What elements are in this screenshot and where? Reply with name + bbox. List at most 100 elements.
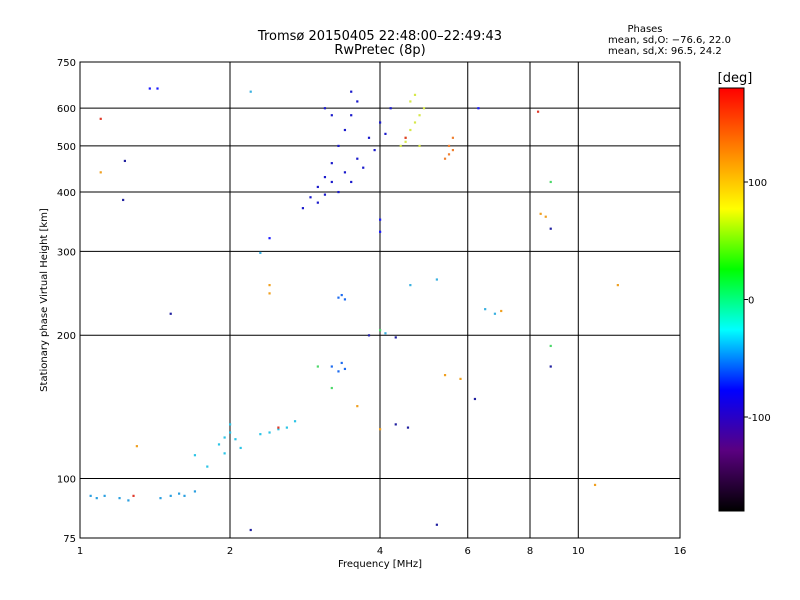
data-point [500, 309, 503, 313]
y-tick-label: 300 [57, 247, 76, 258]
data-point [367, 334, 371, 337]
data-point [340, 293, 343, 297]
data-point [362, 166, 365, 169]
chart-title: Tromsø 20150405 22:48:00–22:49:43 [257, 29, 502, 44]
data-point [343, 171, 347, 174]
x-axis-label: Frequency [MHz] [338, 559, 422, 570]
data-point [379, 121, 382, 124]
colorbar-tick-label: 100 [748, 178, 767, 189]
data-point [193, 490, 197, 493]
data-point [148, 87, 151, 90]
x-tick-label: 1 [77, 546, 83, 557]
data-point [223, 436, 226, 439]
data-point [549, 180, 552, 184]
x-tick-label: 10 [572, 546, 585, 557]
data-point [549, 344, 552, 348]
data-point [259, 433, 262, 436]
data-point [435, 523, 438, 526]
data-point [356, 405, 359, 408]
data-point [127, 499, 130, 502]
y-tick-label: 600 [57, 104, 76, 115]
data-point [379, 329, 382, 332]
data-point [103, 494, 106, 497]
x-tick-label: 4 [377, 546, 383, 557]
data-point [379, 230, 382, 233]
colorbar-label: [deg] [718, 71, 753, 86]
data-point [404, 140, 407, 143]
data-point [422, 107, 426, 110]
data-point [447, 144, 451, 148]
data-point [350, 114, 353, 117]
data-point [451, 136, 455, 139]
data-point [409, 128, 412, 132]
data-point [323, 107, 327, 110]
plot-frame [79, 61, 681, 539]
data-point [183, 494, 186, 497]
data-point [337, 190, 340, 194]
data-point [356, 157, 359, 160]
data-point [406, 426, 410, 429]
data-point [316, 201, 319, 204]
data-point [418, 114, 421, 117]
data-point [418, 144, 421, 148]
data-point [367, 136, 371, 139]
data-point [217, 443, 221, 446]
data-point [330, 162, 333, 165]
data-point [394, 423, 397, 426]
y-tick-label: 200 [57, 331, 76, 342]
x-tick-label: 6 [465, 546, 471, 557]
data-point [409, 284, 412, 287]
data-point [379, 428, 382, 431]
data-point [293, 420, 297, 423]
data-point [309, 196, 312, 199]
data-point [337, 144, 340, 148]
data-point [268, 292, 271, 295]
data-point [330, 180, 333, 184]
data-point [616, 284, 619, 287]
data-point [384, 332, 387, 335]
data-point [193, 454, 197, 457]
data-point [301, 207, 305, 210]
data-point [99, 117, 102, 120]
data-point [239, 446, 242, 450]
data-point [399, 144, 402, 148]
data-point [285, 426, 288, 429]
data-point [536, 110, 540, 113]
data-point [268, 237, 271, 240]
data-point [356, 100, 359, 103]
colorbar-tick-label: -100 [748, 413, 771, 424]
data-point [389, 107, 392, 110]
x-tick-label: 8 [527, 546, 533, 557]
y-axis-ticks: 75 100 200 300 400 500 600 750 [57, 58, 76, 545]
data-point [249, 90, 252, 93]
data-point [206, 465, 209, 468]
grid-lines [80, 62, 680, 538]
data-point [343, 298, 347, 301]
data-point [394, 336, 397, 339]
x-tick-label: 2 [227, 546, 233, 557]
data-point [234, 438, 237, 441]
data-point [323, 175, 327, 179]
data-point [316, 365, 319, 368]
data-point [473, 397, 477, 401]
data-point [379, 218, 382, 221]
data-point [123, 159, 126, 163]
data-point [384, 132, 387, 135]
data-point [95, 497, 98, 500]
data-point [249, 528, 252, 532]
data-point [451, 148, 455, 152]
y-tick-label: 400 [57, 188, 76, 199]
x-axis-ticks: 1 2 4 6 8 10 16 [77, 546, 687, 557]
data-point [118, 497, 121, 500]
data-point [99, 171, 102, 174]
data-point [229, 431, 232, 434]
data-point [330, 114, 333, 117]
data-point [549, 365, 552, 368]
data-point [409, 100, 412, 103]
data-point [413, 121, 417, 124]
data-point [443, 157, 447, 160]
colorbar-ticks: 100 0 -100 [744, 178, 771, 424]
data-point [477, 107, 480, 110]
y-tick-label: 750 [57, 58, 76, 69]
